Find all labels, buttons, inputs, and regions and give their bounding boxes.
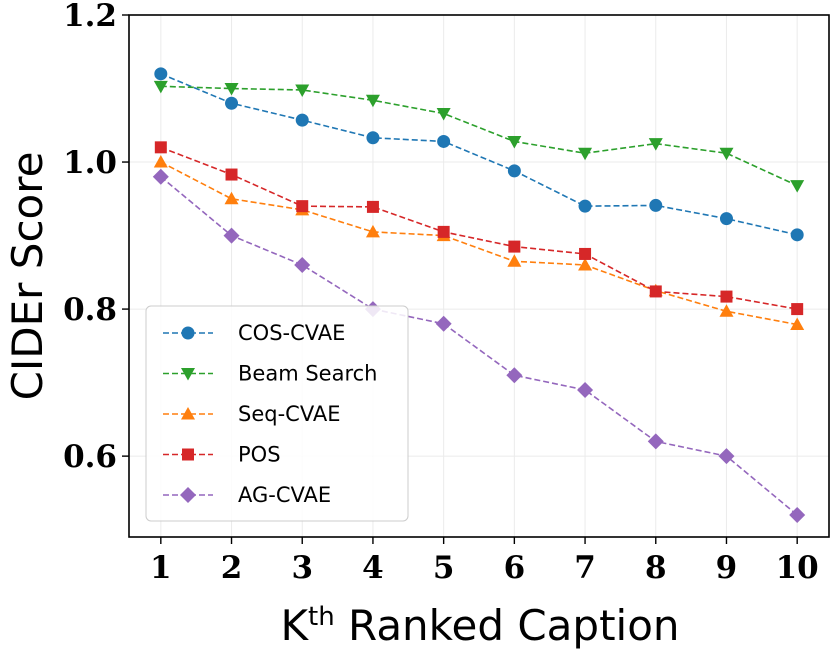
data-point-cos-cvae bbox=[578, 199, 592, 213]
data-point-cos-cvae bbox=[225, 96, 239, 110]
legend-marker bbox=[181, 368, 195, 381]
series-seq-cvae bbox=[153, 155, 805, 331]
legend-label: Beam Search bbox=[238, 362, 377, 386]
series-line-cos-cvae bbox=[160, 73, 798, 236]
data-point-seq-cvae bbox=[507, 254, 522, 267]
data-point-beam-search bbox=[790, 180, 805, 193]
data-point-ag-cvae bbox=[506, 367, 523, 384]
x-tick-label: 10 bbox=[776, 550, 819, 586]
x-tick-label: 5 bbox=[433, 550, 455, 586]
y-tick-label: 0.8 bbox=[63, 292, 117, 328]
data-point-pos bbox=[154, 141, 167, 154]
data-point-cos-cvae bbox=[507, 164, 521, 178]
data-point-pos bbox=[296, 200, 309, 213]
legend-box bbox=[145, 305, 409, 522]
x-tick-label: 7 bbox=[574, 550, 596, 586]
y-tick-label: 1.2 bbox=[63, 0, 117, 34]
x-tick-label: 9 bbox=[716, 550, 738, 586]
series-line-ag-cvae bbox=[160, 176, 798, 516]
data-point-cos-cvae bbox=[295, 113, 309, 127]
legend-marker bbox=[180, 487, 196, 503]
legend-marker bbox=[182, 448, 194, 461]
x-axis-title-rest: Ranked Caption bbox=[335, 601, 680, 650]
x-tick-label: 8 bbox=[645, 550, 667, 586]
series-line-beam-search bbox=[160, 85, 798, 187]
legend-entry-pos: POS bbox=[163, 443, 281, 467]
legend-marker bbox=[181, 407, 195, 420]
x-tick-label: 2 bbox=[221, 550, 243, 586]
data-point-seq-cvae bbox=[224, 191, 239, 205]
x-tick-label: 3 bbox=[291, 550, 313, 586]
x-axis-title: Kth Ranked Caption bbox=[280, 601, 679, 650]
y-tick-label: 1.0 bbox=[63, 145, 117, 181]
legend-label: Seq-CVAE bbox=[238, 402, 340, 426]
legend-entry-seq-cvae: Seq-CVAE bbox=[163, 402, 340, 426]
series-line-seq-cvae bbox=[160, 161, 798, 326]
data-point-pos bbox=[579, 247, 592, 260]
x-tick-label: 1 bbox=[150, 550, 172, 586]
data-point-ag-cvae bbox=[647, 433, 664, 450]
y-axis-title: CIDEr Score bbox=[3, 152, 52, 401]
data-point-beam-search bbox=[648, 138, 663, 151]
data-point-cos-cvae bbox=[154, 67, 168, 81]
data-point-beam-search bbox=[365, 94, 380, 108]
data-point-pos bbox=[366, 200, 379, 213]
data-point-ag-cvae bbox=[435, 315, 452, 332]
legend-marker bbox=[181, 326, 195, 340]
y-tick-label: 0.6 bbox=[63, 439, 117, 475]
series-line-pos bbox=[160, 146, 798, 310]
x-tick-label: 4 bbox=[362, 550, 384, 586]
data-point-pos bbox=[649, 285, 662, 298]
data-point-cos-cvae bbox=[790, 228, 804, 242]
data-point-beam-search bbox=[719, 147, 734, 161]
legend-entry-ag-cvae: AG-CVAE bbox=[163, 483, 331, 507]
data-point-ag-cvae bbox=[718, 448, 735, 465]
x-tick-label: 6 bbox=[504, 550, 526, 586]
data-point-seq-cvae bbox=[578, 257, 593, 271]
data-point-beam-search bbox=[224, 83, 239, 96]
data-point-ag-cvae bbox=[294, 256, 311, 273]
data-point-ag-cvae bbox=[223, 227, 240, 244]
data-point-beam-search bbox=[507, 135, 522, 149]
legend-entry-cos-cvae: COS-CVAE bbox=[163, 321, 345, 345]
series-pos bbox=[154, 141, 804, 316]
legend-label: COS-CVAE bbox=[238, 321, 345, 345]
data-point-beam-search bbox=[436, 108, 451, 121]
legend-label: AG-CVAE bbox=[238, 483, 331, 507]
data-point-seq-cvae bbox=[719, 304, 734, 317]
data-point-cos-cvae bbox=[719, 212, 733, 226]
data-point-seq-cvae bbox=[153, 155, 168, 168]
legend-label: POS bbox=[238, 443, 281, 467]
x-axis-title-k: K bbox=[280, 601, 309, 650]
data-point-beam-search bbox=[295, 84, 310, 97]
series-beam-search bbox=[153, 80, 805, 193]
axis-ticks: 1 2 3 4 5 6 7 8 9 10 0.6 0.8 1.0 1.2 bbox=[63, 0, 819, 586]
data-point-ag-cvae bbox=[152, 168, 169, 185]
data-point-pos bbox=[437, 225, 450, 238]
data-point-ag-cvae bbox=[789, 506, 806, 523]
data-point-cos-cvae bbox=[366, 131, 380, 145]
data-point-cos-cvae bbox=[437, 134, 451, 148]
legend: COS-CVAE Beam Search Seq-CVAE POS AG-CVAE bbox=[145, 305, 409, 522]
data-point-pos bbox=[791, 303, 804, 316]
series-cos-cvae bbox=[154, 67, 804, 242]
data-point-seq-cvae bbox=[790, 317, 805, 331]
data-point-ag-cvae bbox=[577, 381, 594, 398]
data-point-pos bbox=[720, 290, 733, 303]
data-point-beam-search bbox=[578, 147, 593, 161]
legend-entry-beam-search: Beam Search bbox=[163, 362, 377, 386]
x-axis-title-superscript: th bbox=[308, 602, 335, 632]
data-point-pos bbox=[225, 168, 238, 181]
data-point-pos bbox=[508, 240, 521, 253]
data-point-cos-cvae bbox=[649, 198, 663, 212]
data-point-beam-search bbox=[153, 80, 168, 94]
plot-frame bbox=[128, 14, 830, 538]
data-point-seq-cvae bbox=[365, 224, 380, 238]
